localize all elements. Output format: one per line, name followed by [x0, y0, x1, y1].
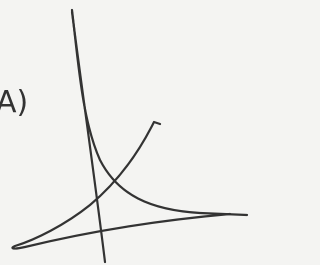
figure-label: A) — [0, 85, 28, 120]
sketch: A) — [0, 0, 249, 265]
background — [0, 0, 249, 265]
page: A) (() => { const data = JSON.parse(docu… — [0, 0, 320, 265]
